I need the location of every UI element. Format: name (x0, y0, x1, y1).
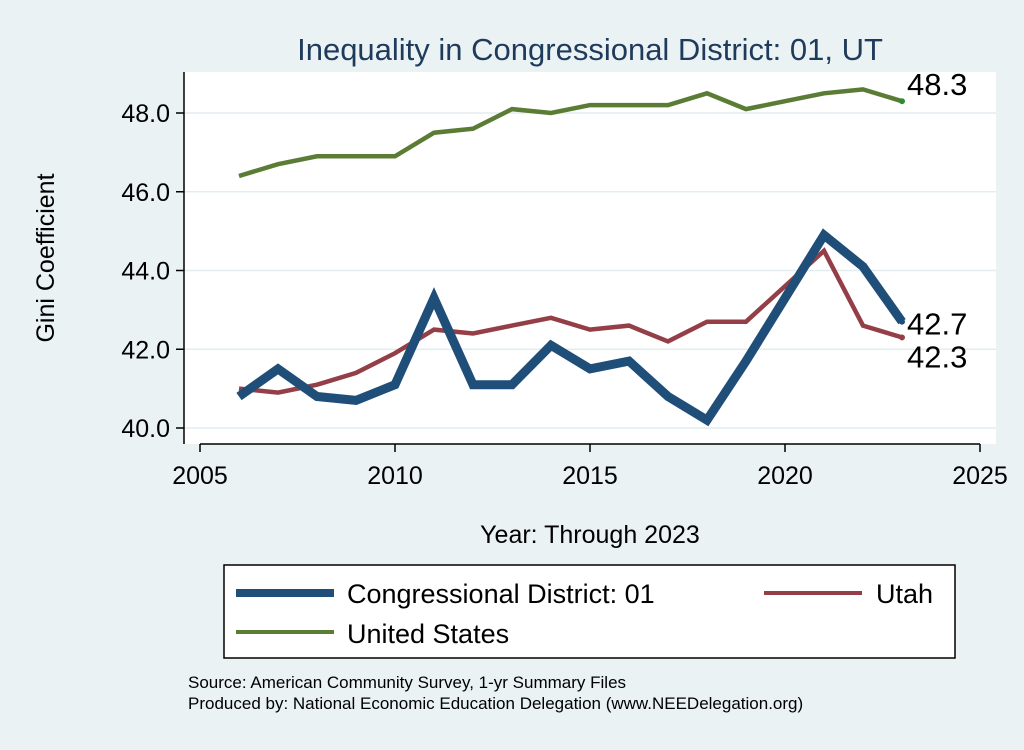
legend-label-utah: Utah (876, 579, 933, 609)
legend-box (223, 564, 956, 659)
x-tick-label: 2010 (367, 462, 423, 490)
series-line-district (236, 228, 906, 427)
chart-title: Inequality in Congressional District: 01… (297, 32, 883, 67)
end-label-us: 48.3 (907, 67, 967, 102)
y-tick-label: 40.0 (121, 415, 170, 443)
legend: Congressional District: 01 Utah United S… (223, 564, 956, 659)
legend-label-district: Congressional District: 01 (347, 579, 655, 609)
endpoint-marker-utah (899, 334, 905, 341)
y-tick-label: 42.0 (121, 336, 170, 364)
x-tick-label: 2025 (952, 462, 1008, 490)
x-tick-label: 2005 (172, 462, 228, 490)
legend-label-us: United States (347, 619, 509, 649)
axes: 40.0 42.0 44.0 46.0 48.0 2005 2010 2015 2020 2025 (121, 72, 1008, 490)
x-axis-label: Year: Through 2023 (480, 521, 700, 549)
y-axis-label: Gini Coefficient (32, 173, 60, 342)
produced-by-note: Produced by: National Economic Education… (188, 694, 803, 713)
endpoint-marker-district (899, 318, 905, 325)
source-note: Source: American Community Survey, 1-yr … (188, 673, 626, 692)
series-line-us (238, 87, 903, 179)
end-label-utah: 42.3 (907, 339, 967, 374)
y-tick-label: 48.0 (121, 100, 170, 128)
end-labels: 42.742.3 48.3 (907, 67, 967, 374)
end-label-district: 42.7 (907, 307, 967, 342)
series-lines (236, 87, 906, 427)
x-tick-label: 2015 (562, 462, 618, 490)
endpoint-marker-us (899, 98, 905, 105)
y-tick-label: 44.0 (121, 258, 170, 286)
x-tick-label: 2020 (757, 462, 813, 490)
y-tick-label: 46.0 (121, 179, 170, 207)
